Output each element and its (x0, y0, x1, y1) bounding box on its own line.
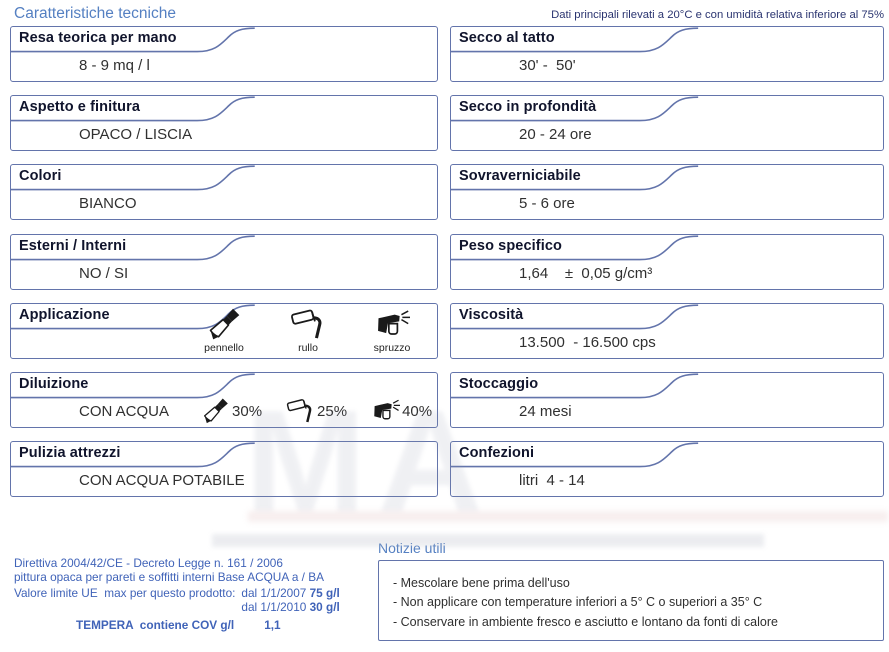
spec-box-aspetto-finitura: Aspetto e finitura OPACO / LISCIA (10, 95, 438, 152)
spec-value: 20 - 24 ore (519, 126, 592, 144)
limit-value: 75 g/l (309, 585, 340, 600)
note-item: - Non applicare con temperature inferior… (393, 595, 763, 610)
spec-value: CON ACQUA POTABILE (79, 472, 245, 490)
spec-label: Peso specifico (459, 237, 562, 254)
spec-box-stoccaggio: Stoccaggio 24 mesi (450, 371, 884, 428)
spec-value: NO / SI (79, 264, 129, 282)
spec-box-peso-specifico: Peso specifico 1,64 ± 0,05 g/cm³ (450, 233, 884, 290)
roller-icon (286, 397, 315, 426)
brush-icon (201, 397, 230, 426)
spec-value: OPACO / LISCIA (79, 126, 193, 144)
spec-box-resa-teorica: Resa teorica per mano 8 - 9 mq / l (10, 26, 438, 82)
spec-value: 5 - 6 ore (519, 195, 575, 213)
spec-value: CON ACQUA (79, 402, 170, 420)
spec-box-confezioni: Confezioni litri 4 - 14 (450, 441, 884, 498)
method-label: rullo (298, 342, 318, 355)
spec-box-diluizione: Diluizione CON ACQUA 30% 25% 40% (10, 371, 438, 428)
application-methods: pennello rullo spruzzo (195, 306, 421, 356)
spec-label: Esterni / Interni (19, 237, 127, 254)
product-name: TEMPERA (76, 617, 134, 632)
notes-title: Notizie utili (378, 540, 446, 556)
dilution-ratios: 30% 25% 40% (201, 397, 432, 426)
spec-box-pulizia-attrezzi: Pulizia attrezzi CON ACQUA POTABILE (10, 441, 438, 498)
dilution-ratio: 30% (201, 397, 262, 426)
spec-label: Pulizia attrezzi (19, 445, 121, 462)
dilution-ratio: 25% (286, 397, 347, 426)
spec-label: Applicazione (19, 306, 110, 323)
spec-box-viscosita: Viscosità 13.500 - 16.500 cps (450, 302, 884, 359)
method-label: spruzzo (373, 342, 411, 355)
product-category-line: pittura opaca per pareti e soffitti inte… (14, 570, 324, 585)
note-item: - Conservare in ambiente fresco e asciut… (393, 614, 778, 629)
spec-value: 24 mesi (519, 402, 572, 420)
voc-content-line: TEMPERA contiene COV g/l 1,1 (14, 618, 374, 632)
limit-row: dal 1/1/2007 75 g/l (241, 585, 340, 600)
spec-box-secco-in-profondita: Secco in profondità 20 - 24 ore (450, 95, 884, 152)
specs-column-left: Resa teorica per mano 8 - 9 mq / l Aspet… (10, 26, 438, 510)
brush-icon (206, 307, 242, 343)
spec-box-secco-al-tatto: Secco al tatto 30' - 50' (450, 26, 884, 82)
dilution-percentage: 40% (402, 402, 433, 420)
specs-column-right: Secco al tatto 30' - 50' Secco in profon… (450, 26, 884, 510)
spec-label: Sovraverniciabile (459, 168, 581, 185)
limit-value: 30 g/l (309, 600, 340, 615)
directive-line: Direttiva 2004/42/CE - Decreto Legge n. … (14, 556, 283, 570)
spec-label: Secco al tatto (459, 30, 555, 46)
application-method: rullo (279, 307, 337, 354)
spec-label: Stoccaggio (459, 375, 539, 392)
watermark-band (248, 511, 888, 522)
roller-icon (290, 307, 326, 343)
spec-label: Diluizione (19, 375, 89, 392)
application-method: spruzzo (363, 307, 421, 354)
spec-value: 30' - 50' (519, 57, 576, 74)
limit-label: Valore limite UE max per questo prodotto… (14, 585, 236, 600)
spec-box-esterni-interni: Esterni / Interni NO / SI (10, 233, 438, 290)
voc-label: contiene COV g/l (133, 617, 235, 632)
dilution-percentage: 30% (232, 402, 263, 420)
voc-value: 1,1 (264, 617, 281, 632)
method-label: pennello (204, 342, 244, 355)
conditions-note: Dati principali rilevati a 20°C e con um… (551, 9, 884, 21)
spec-label: Viscosità (459, 306, 524, 323)
spray-icon (371, 397, 400, 426)
spec-box-sovraverniciabile: Sovraverniciabile 5 - 6 ore (450, 164, 884, 221)
application-method: pennello (195, 307, 253, 354)
regulatory-block: Direttiva 2004/42/CE - Decreto Legge n. … (14, 556, 374, 632)
spec-box-colori: Colori BIANCO (10, 164, 438, 221)
spec-label: Colori (19, 168, 62, 185)
limit-row: dal 1/1/2010 30 g/l (241, 600, 340, 615)
spec-value: BIANCO (79, 195, 137, 213)
spec-label: Resa teorica per mano (19, 30, 177, 46)
spec-label: Aspetto e finitura (19, 99, 141, 116)
spec-value: 1,64 ± 0,05 g/cm³ (519, 264, 653, 282)
spec-value: litri 4 - 14 (519, 472, 585, 490)
spray-icon (374, 307, 410, 343)
page-title: Caratteristiche tecniche (14, 5, 176, 22)
spec-label: Confezioni (459, 445, 535, 462)
note-item: - Mescolare bene prima dell'uso (393, 576, 570, 590)
spec-value: 8 - 9 mq / l (79, 57, 150, 74)
watermark-text-strip (212, 534, 764, 547)
spec-box-applicazione: Applicazione pennello rullo spruzzo (10, 302, 438, 359)
dilution-ratio: 40% (371, 397, 432, 426)
spec-value: 13.500 - 16.500 cps (519, 333, 656, 351)
notes-box: - Mescolare bene prima dell'uso - Non ap… (378, 560, 884, 641)
spec-label: Secco in profondità (459, 99, 597, 116)
dilution-percentage: 25% (317, 402, 348, 420)
